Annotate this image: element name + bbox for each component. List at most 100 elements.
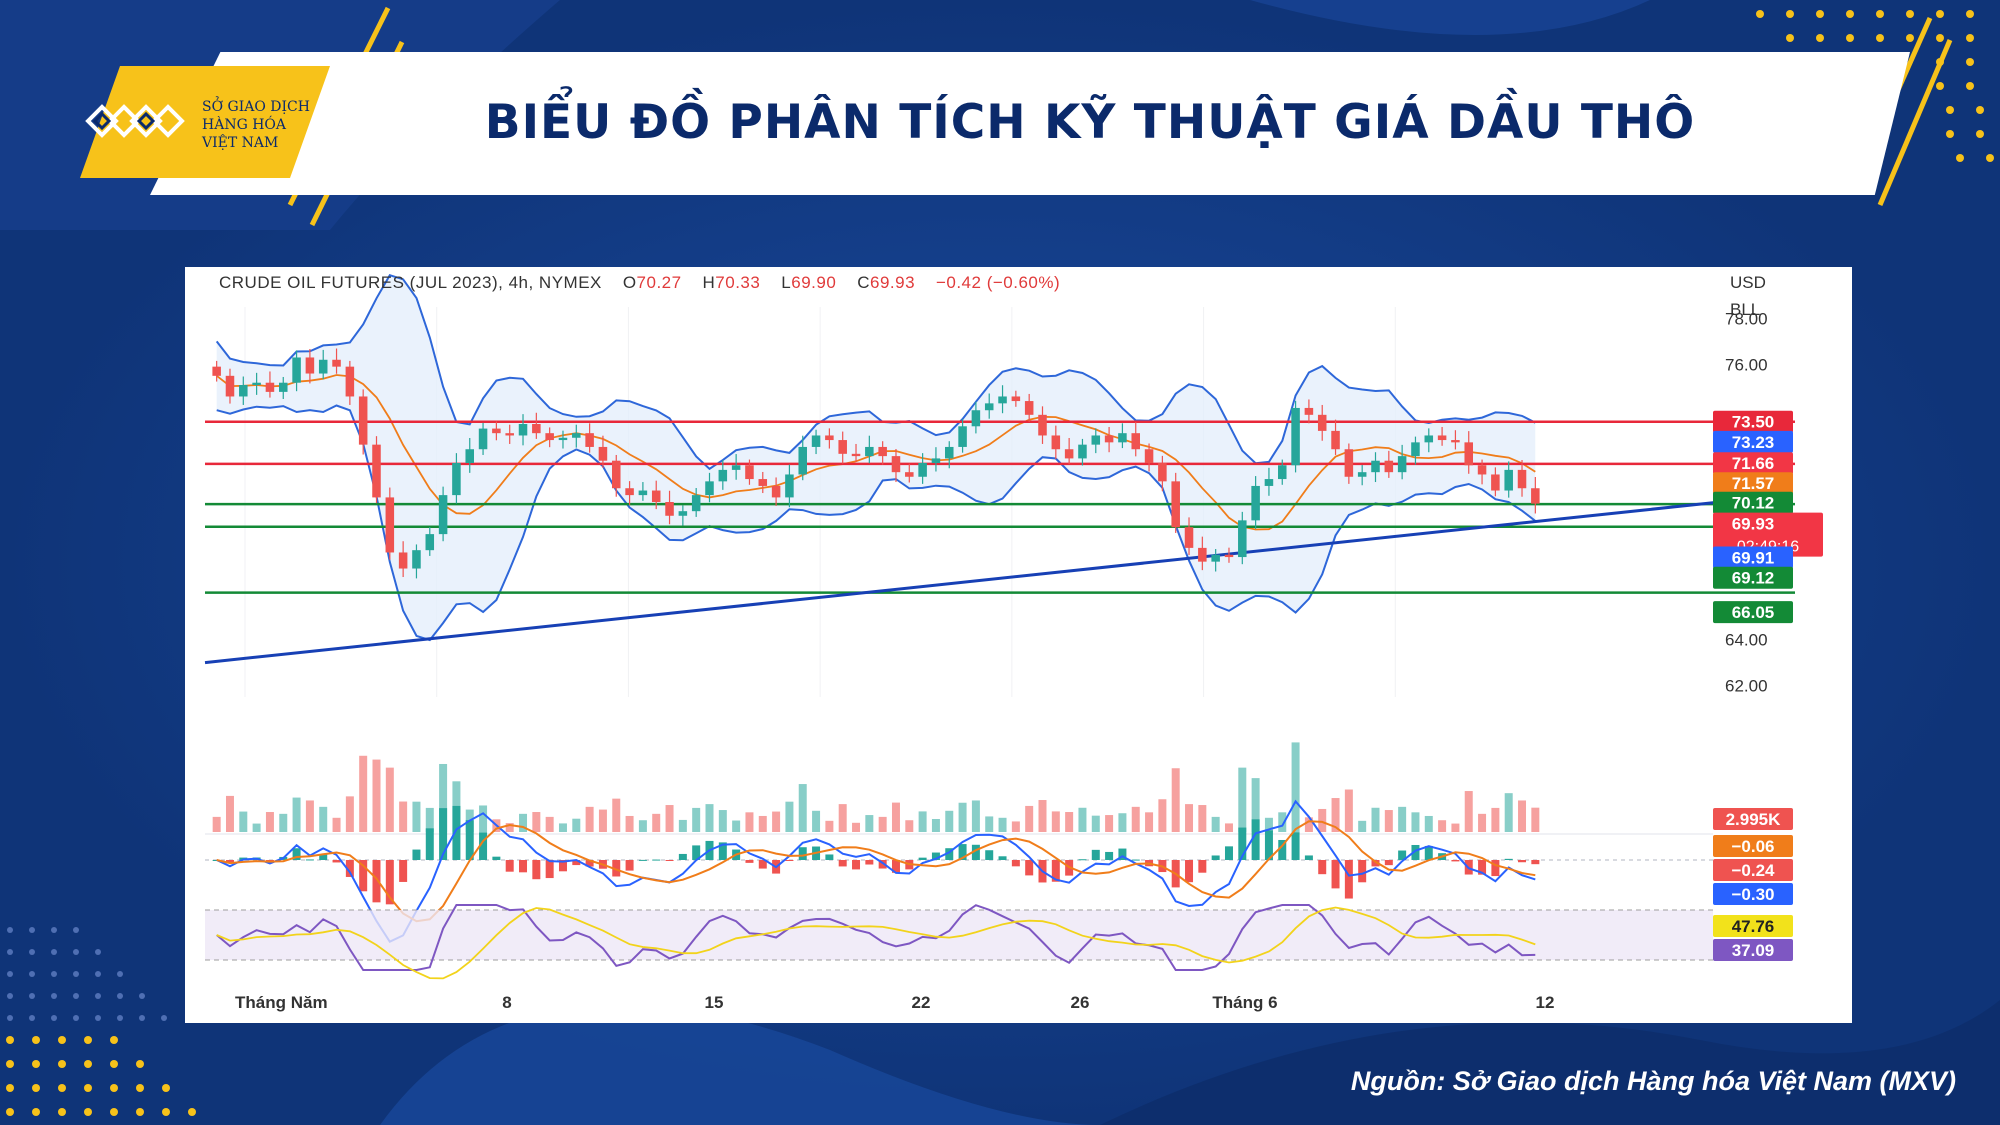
candle-body [492,428,501,434]
candle-body [1517,469,1527,489]
volume-bar [1105,815,1114,832]
candle-body [1091,435,1101,445]
macd-histogram-bar [1531,860,1540,865]
volume-bar [252,823,261,832]
volume-bar [425,807,434,832]
macd-histogram-bar [612,860,621,877]
macd-label-box [1713,859,1793,881]
ohlc-header: CRUDE OIL FUTURES (JUL 2023), 4h, NYMEX … [219,273,1060,293]
rsi-label: 37.09 [1732,941,1775,960]
macd-histogram-bar [1251,819,1260,860]
price-label: 69.12 [1732,569,1775,588]
volume-bar [891,802,900,832]
low-label: L [781,273,792,292]
candle-body [611,460,621,489]
macd-histogram-bar [838,860,847,867]
candle-body [1491,474,1500,491]
volume-bar [1211,816,1220,832]
candle-body [678,511,688,516]
volume-bar [1145,812,1154,832]
macd-histogram-bar [1278,839,1287,860]
logo-icon [85,104,185,138]
macd-histogram-bar [931,852,940,860]
macd-histogram-bar [1224,846,1233,860]
volume-bar [718,810,727,832]
volume-bar [1158,799,1167,832]
instrument-label: CRUDE OIL FUTURES (JUL 2023), 4h, NYMEX [219,273,602,292]
price-label-box [1713,472,1793,495]
candle-body [1464,442,1474,466]
volume-bar [1384,810,1393,832]
volume-bar [1398,806,1407,832]
macd-histogram-bar [1118,848,1127,860]
macd-histogram-bar [998,856,1007,860]
macd-label: −0.30 [1731,885,1774,904]
macd-histogram-bar [412,849,421,860]
volume-bar [958,802,967,832]
volume-bar [745,812,754,832]
volume-bar [1198,805,1207,832]
volume-bar [359,755,368,832]
candle-body [572,433,581,438]
macd-histogram-bar [425,828,434,860]
macd-histogram-bar [519,860,528,873]
candle-body [1477,465,1487,475]
macd-histogram-bar [479,832,488,860]
candle-body [1104,435,1114,443]
candle-body [332,359,341,367]
macd-histogram-bar [718,842,727,860]
volume-bar [572,818,581,832]
candle-body [798,446,808,475]
bollinger-lower-band [216,404,1536,642]
volume-bar [1171,768,1180,832]
price-label: 66.05 [1732,603,1775,622]
volume-bar [292,797,301,832]
volume-bar [838,804,847,832]
candle-body [745,465,754,480]
candle-body [1397,456,1407,473]
candle-body [718,469,728,482]
price-label: 73.50 [1732,413,1775,432]
macd-histogram-bar [1504,858,1513,860]
volume-bar [612,798,621,832]
macd-histogram-bar [918,857,927,860]
candle-body [278,382,288,392]
candle-body [998,396,1007,404]
volume-bar [558,823,567,832]
volume-bar [1371,807,1380,832]
unit-label: BLL [1730,300,1761,319]
price-label-box [1713,410,1793,433]
volume-bar [865,815,874,832]
candle-body [891,456,901,473]
volume-bar [279,813,288,832]
macd-histogram-bar [452,805,461,860]
candle-body [1384,460,1394,473]
candle-body [465,449,475,463]
candle-body [1344,449,1354,477]
macd-histogram-bar [1491,860,1500,877]
volume-bar [758,815,767,832]
macd-histogram-bar [852,860,861,870]
candle-body [425,534,435,551]
volume-bar [1185,804,1194,832]
macd-histogram-bar [1411,844,1420,860]
macd-histogram-bar [1011,860,1020,867]
candle-body [931,458,941,463]
rsi-signal-line [216,906,1536,980]
macd-histogram-bar [985,850,994,860]
candle-body [1224,554,1234,558]
candle-body [1437,435,1447,441]
volume-bar [705,804,714,832]
candle-body [705,481,714,496]
volume-bar [1518,800,1527,832]
candle-body [1118,433,1127,443]
macd-histogram-bar [625,860,634,871]
candle-body [265,382,275,392]
candle-body [1238,520,1247,558]
candle-body [785,474,794,498]
candle-body [585,433,594,447]
macd-histogram-bar [1384,860,1393,866]
candle-body [412,550,421,569]
x-tick-label: 22 [912,993,931,1012]
candle-body [545,433,554,441]
